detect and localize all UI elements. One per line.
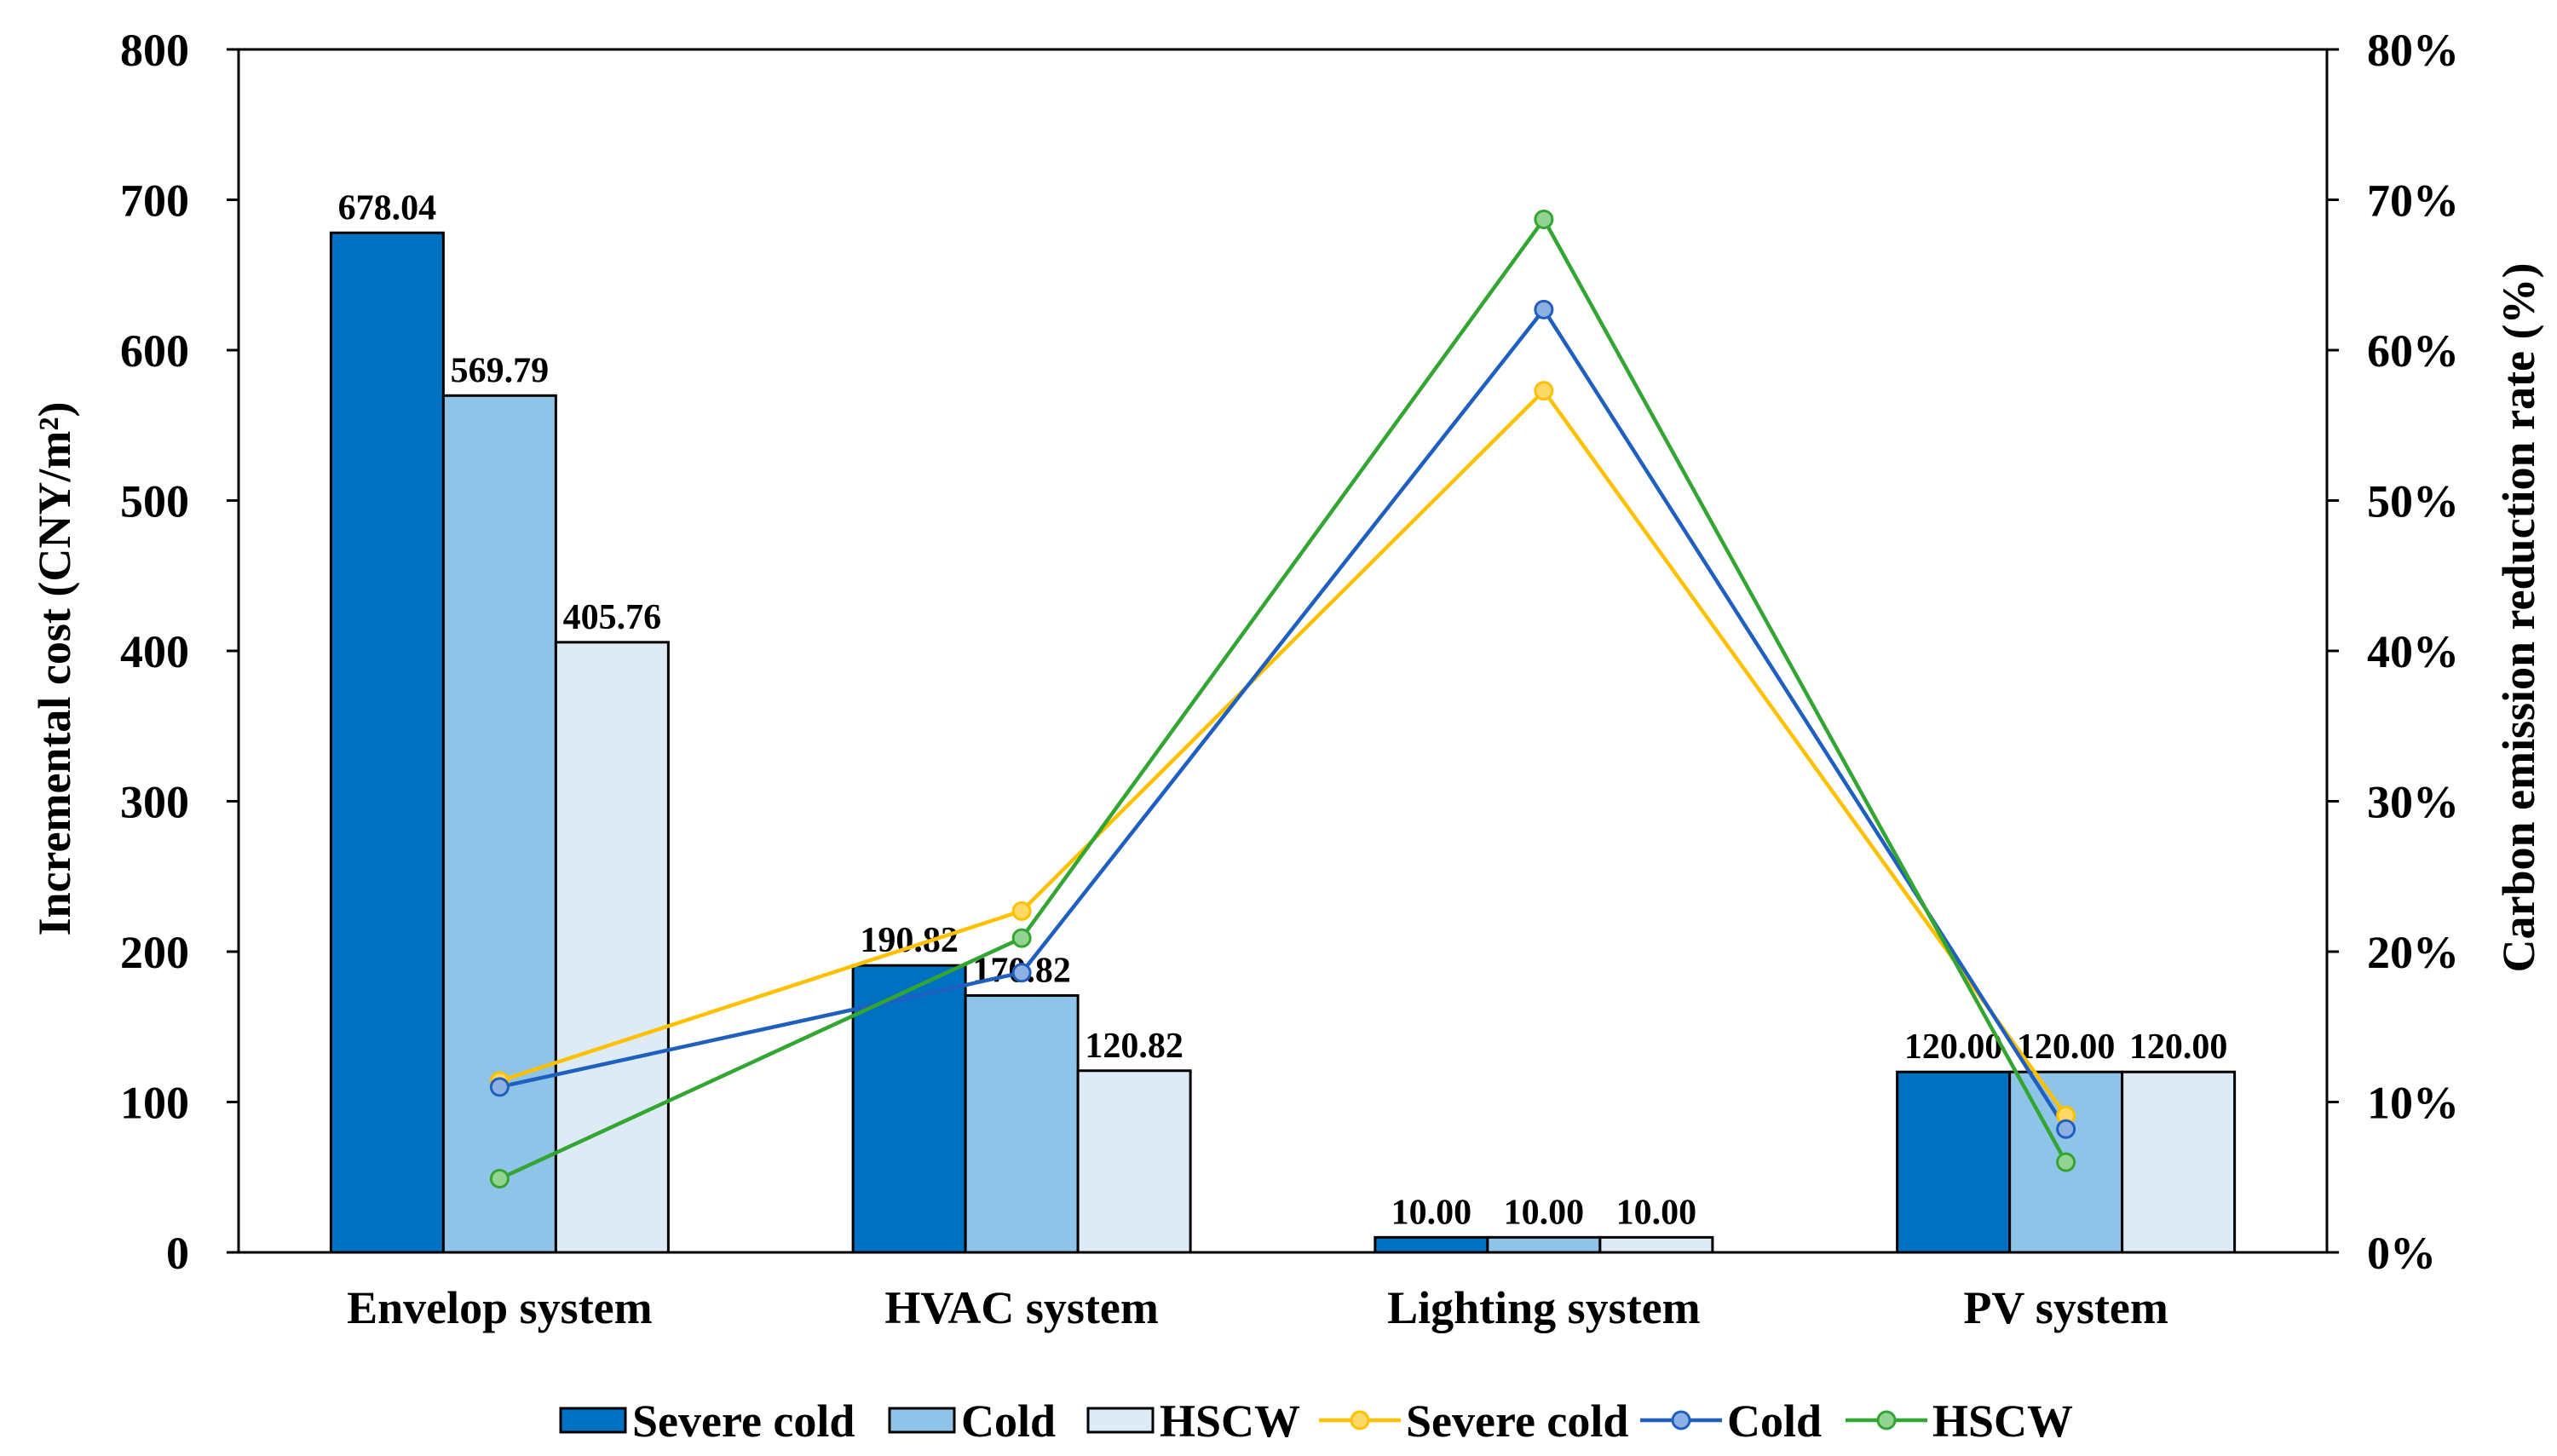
marker-hscw-envelop-system (489, 1169, 510, 1189)
legend-marker-hscw (1876, 1410, 1897, 1430)
left-axis: 0 100 200 300 400 500 600 700 800 (120, 25, 240, 1279)
plot-frame (239, 48, 2327, 1254)
bar-hscw-envelop-system (554, 641, 670, 1254)
legend: Severe cold Cold HSCW Severe cold Cold HSCW (559, 1396, 2073, 1447)
marker-severe-cold-hvac-system (1011, 901, 1032, 921)
marker-cold-hvac-system (1011, 963, 1032, 983)
bar-hscw-lighting-system (1598, 1235, 1714, 1254)
data-label-cold-envelop-system: 569.79 (451, 351, 550, 390)
right-axis-tick-label: 40% (2367, 626, 2459, 677)
legend-label: Severe cold (632, 1396, 855, 1447)
bar-severe-cold-pv-system (1896, 1070, 2012, 1254)
bar-severe-cold-hvac-system (851, 964, 967, 1254)
marker-severe-cold-lighting-system (1534, 381, 1554, 401)
legend-item-line-hscw: HSCW (1846, 1396, 2073, 1447)
legend-item-bar-hscw: HSCW (1086, 1396, 1300, 1447)
x-axis-labels: Envelop system HVAC system Lighting system… (347, 1282, 2168, 1333)
data-label-hscw-hvac-system: 120.82 (1085, 1027, 1183, 1066)
legend-item-bar-cold: Cold (888, 1396, 1056, 1447)
data-label-cold-pv-system: 120.00 (2017, 1027, 2116, 1067)
legend-marker-cold (1671, 1410, 1691, 1430)
legend-label: Cold (1727, 1396, 1822, 1447)
left-axis-tick-label: 600 (120, 325, 189, 377)
bar-severe-cold-lighting-system (1374, 1235, 1489, 1254)
category-label-envelop-system: Envelop system (347, 1282, 653, 1333)
legend-label: Severe cold (1406, 1396, 1628, 1447)
right-axis-tick-label: 0% (2367, 1228, 2436, 1279)
category-label-hvac-system: HVAC system (884, 1282, 1159, 1333)
data-labels: 678.04190.8210.00120.00569.79170.8210.00… (338, 188, 2228, 1232)
right-axis: 0% 10% 20% 30% 40% 50% 60% 70% 80% (2325, 25, 2459, 1279)
left-axis-tick-label: 800 (120, 25, 189, 76)
data-label-severe-cold-envelop-system: 678.04 (338, 188, 437, 227)
data-label-hscw-envelop-system: 405.76 (563, 598, 662, 637)
marker-hscw-lighting-system (1534, 209, 1554, 229)
right-axis-tick-label: 80% (2367, 25, 2459, 76)
bar-cold-lighting-system (1486, 1235, 1602, 1254)
data-label-severe-cold-lighting-system: 10.00 (1391, 1193, 1472, 1232)
y-axis-title: Incremental cost (CNY/m²) (29, 401, 80, 935)
legend-item-line-cold: Cold (1640, 1396, 1822, 1447)
left-axis-tick-label: 300 (120, 776, 189, 827)
secondary-y-axis-title: Carbon emission reduction rate (%) (2493, 263, 2544, 973)
right-axis-tick-label: 70% (2367, 175, 2459, 226)
bar-cold-hvac-system (964, 994, 1080, 1254)
legend-item-line-severe-cold: Severe cold (1319, 1396, 1628, 1447)
legend-swatch-bar-cold (888, 1407, 956, 1434)
left-axis-tick-label: 200 (120, 927, 189, 978)
marker-hscw-pv-system (2056, 1152, 2076, 1172)
left-axis-tick-label: 700 (120, 175, 189, 226)
line-cold (498, 308, 2068, 1131)
right-axis-tick-label: 20% (2367, 927, 2459, 978)
bars (329, 231, 2237, 1254)
legend-label: HSCW (1932, 1396, 2073, 1447)
right-axis-tick-label: 50% (2367, 475, 2459, 527)
legend-swatch-bar-severe-cold (559, 1407, 627, 1434)
data-label-hscw-lighting-system: 10.00 (1616, 1193, 1697, 1232)
data-label-severe-cold-hvac-system: 190.82 (860, 921, 959, 960)
marker-cold-pv-system (2056, 1119, 2076, 1139)
category-label-lighting-system: Lighting system (1387, 1282, 1701, 1333)
marker-hscw-hvac-system (1011, 928, 1032, 948)
legend-swatch-bar-hscw (1086, 1407, 1155, 1434)
left-axis-tick-label: 400 (120, 626, 189, 677)
legend-item-bar-severe-cold: Severe cold (559, 1396, 855, 1447)
legend-marker-severe-cold (1350, 1410, 1370, 1430)
right-axis-tick-label: 60% (2367, 325, 2459, 377)
left-axis-tick-label: 100 (120, 1077, 189, 1128)
bar-hscw-pv-system (2121, 1070, 2237, 1254)
bar-cold-envelop-system (441, 394, 557, 1254)
right-axis-tick-label: 10% (2367, 1077, 2459, 1128)
data-label-cold-lighting-system: 10.00 (1504, 1193, 1585, 1232)
legend-label: HSCW (1160, 1396, 1300, 1447)
left-axis-tick-label: 500 (120, 475, 189, 527)
data-label-hscw-pv-system: 120.00 (2129, 1027, 2228, 1067)
bar-hscw-hvac-system (1076, 1069, 1192, 1254)
lines (489, 209, 2076, 1189)
category-label-pv-system: PV system (1963, 1282, 2168, 1333)
left-axis-tick-label: 0 (166, 1228, 189, 1279)
bar-severe-cold-envelop-system (329, 231, 445, 1254)
marker-cold-envelop-system (489, 1077, 510, 1097)
line-severe-cold (498, 388, 2068, 1117)
right-axis-tick-label: 30% (2367, 776, 2459, 827)
legend-label: Cold (961, 1396, 1056, 1447)
marker-cold-lighting-system (1534, 299, 1554, 319)
line-hscw (498, 217, 2068, 1181)
data-label-severe-cold-pv-system: 120.00 (1904, 1027, 2003, 1067)
